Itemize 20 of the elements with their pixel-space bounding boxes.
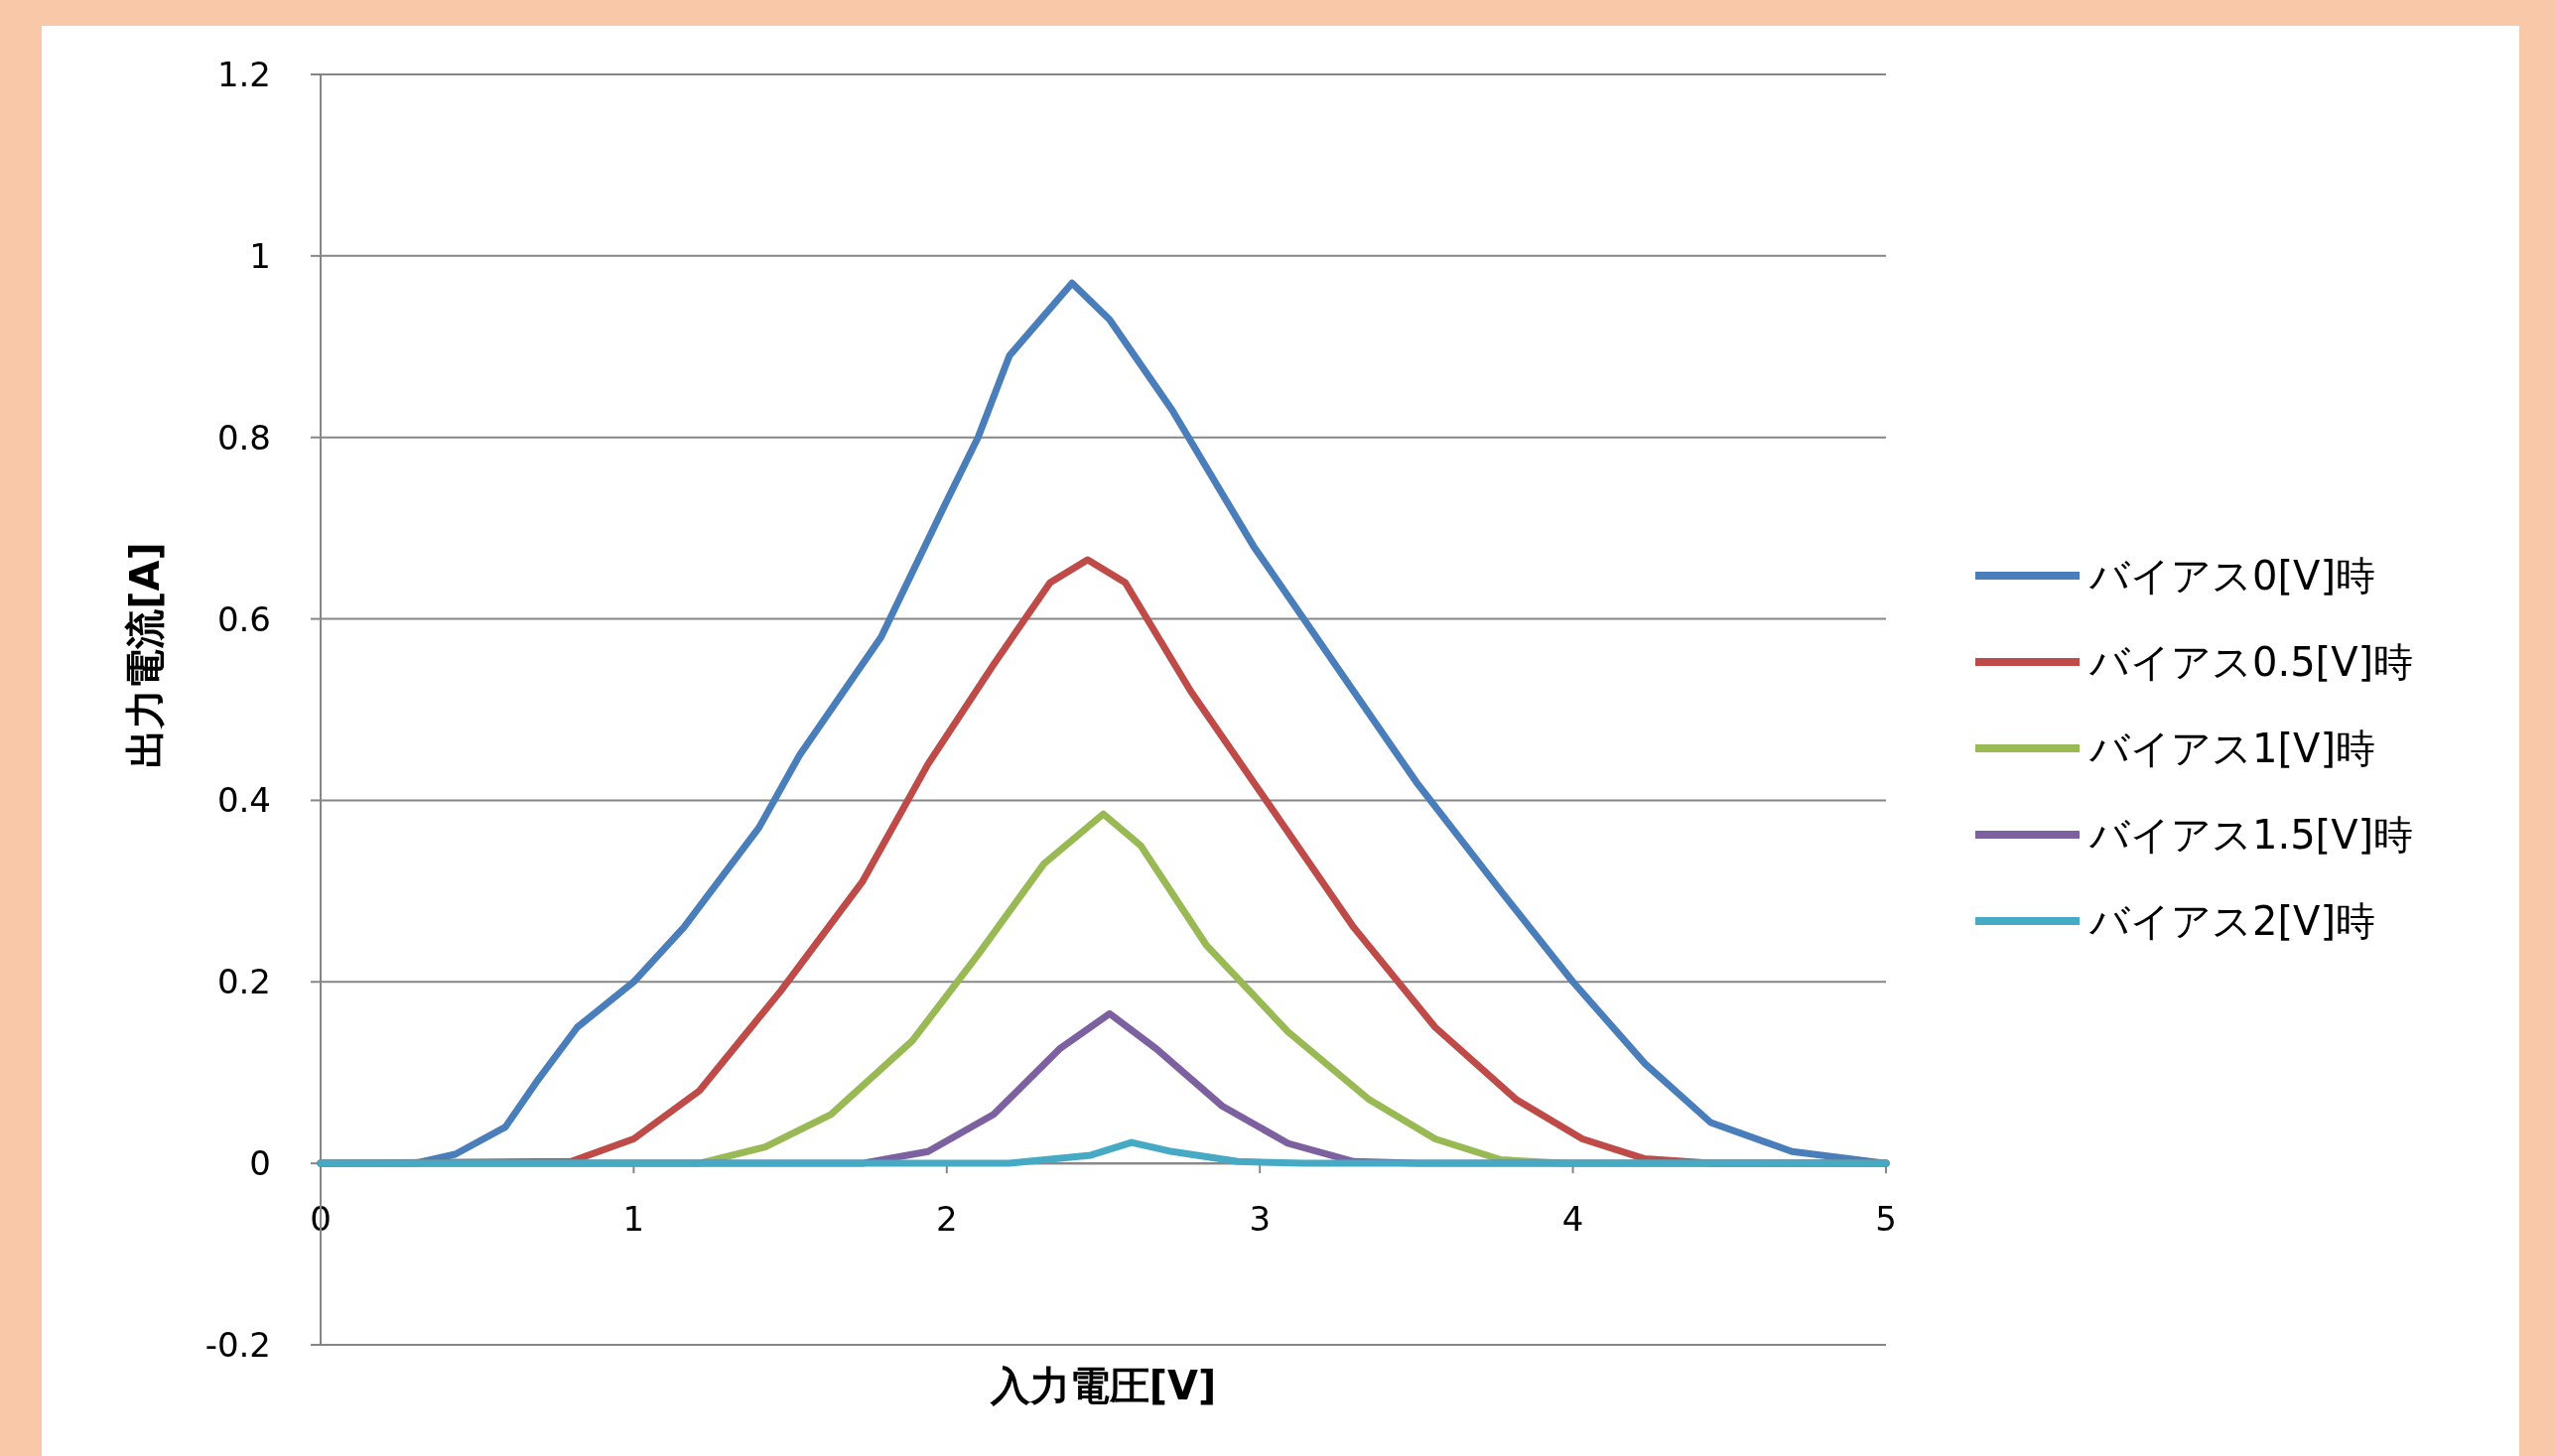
legend-label: バイアス0.5[V]時 <box>2088 639 2414 685</box>
y-tick-label: 1 <box>249 235 271 276</box>
y-tick-label: 0.2 <box>216 962 271 1002</box>
x-tick-label: 1 <box>622 1199 645 1240</box>
x-tick-label: 5 <box>1875 1199 1897 1240</box>
x-axis-title: 入力電圧[V] <box>989 1363 1217 1408</box>
legend-label: バイアス1[V]時 <box>2088 726 2376 771</box>
y-tick-label: -0.2 <box>204 1325 271 1365</box>
x-tick-label: 3 <box>1249 1199 1272 1240</box>
y-axis-title: 出力電流[A] <box>122 542 168 768</box>
legend-label: バイアス1.5[V]時 <box>2088 812 2414 858</box>
y-tick-label: 0.6 <box>216 598 271 639</box>
legend-label: バイアス0[V]時 <box>2088 553 2376 598</box>
y-tick-label: 1.2 <box>216 55 271 94</box>
y-tick-label: 0 <box>249 1143 271 1184</box>
y-tick-label: 0.4 <box>216 780 271 821</box>
x-tick-label: 2 <box>935 1199 958 1240</box>
y-tick-label: 0.8 <box>216 417 271 458</box>
legend-label: バイアス2[V]時 <box>2088 898 2376 944</box>
x-tick-label: 4 <box>1561 1199 1584 1240</box>
